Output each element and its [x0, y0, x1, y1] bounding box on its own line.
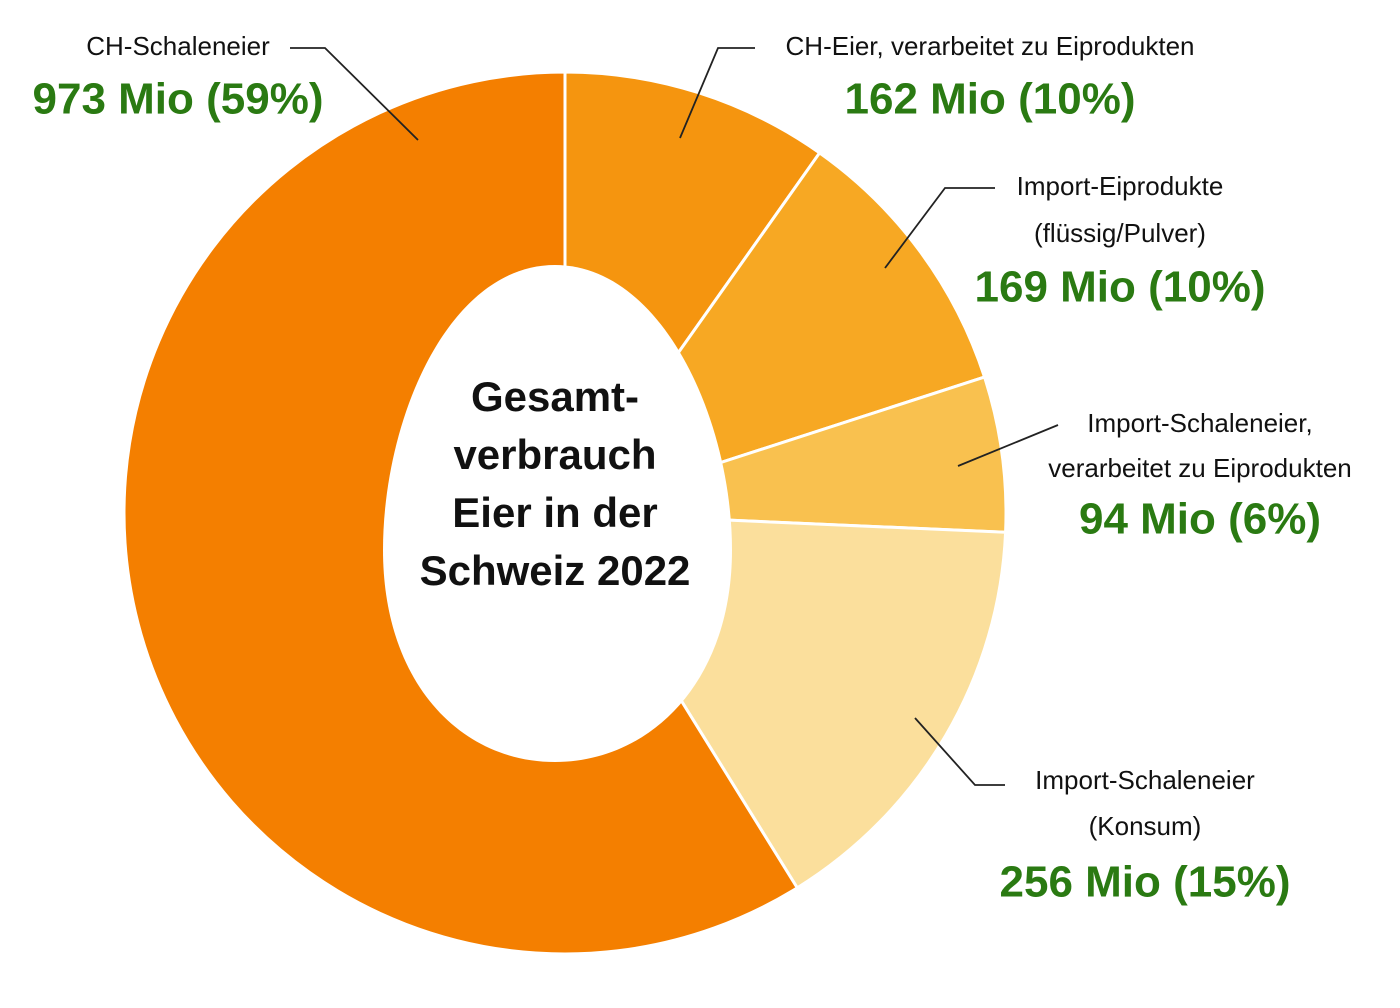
- leader-line: [290, 47, 419, 141]
- value-label: 973 Mio (59%): [33, 75, 324, 124]
- center-title: Gesamt-: [471, 373, 639, 420]
- center-title: Eier in der: [452, 489, 657, 536]
- category-label: Import-Schaleneier,: [1087, 408, 1312, 438]
- category-label: verarbeitet zu Eiprodukten: [1048, 453, 1352, 483]
- value-label: 162 Mio (10%): [845, 75, 1136, 124]
- category-label: (Konsum): [1089, 811, 1202, 841]
- center-title: Schweiz 2022: [420, 547, 691, 594]
- center-title: verbrauch: [453, 431, 656, 478]
- labels: CH-Eier, verarbeitet zu Eiprodukten 162 M…: [33, 31, 1352, 907]
- category-label: Import-Schaleneier: [1035, 765, 1255, 795]
- leader-line: [957, 424, 1059, 467]
- leader-line: [679, 47, 755, 139]
- value-label: 256 Mio (15%): [1000, 858, 1291, 907]
- value-label: 94 Mio (6%): [1079, 495, 1321, 544]
- leader-line: [884, 187, 995, 269]
- category-label: CH-Schaleneier: [86, 31, 270, 61]
- leader-line: [914, 717, 1005, 786]
- category-label: CH-Eier, verarbeitet zu Eiprodukten: [786, 31, 1195, 61]
- category-label: (flüssig/Pulver): [1034, 218, 1206, 248]
- value-label: 169 Mio (10%): [975, 263, 1266, 312]
- category-label: Import-Eiprodukte: [1017, 171, 1224, 201]
- egg-hole: [383, 265, 732, 762]
